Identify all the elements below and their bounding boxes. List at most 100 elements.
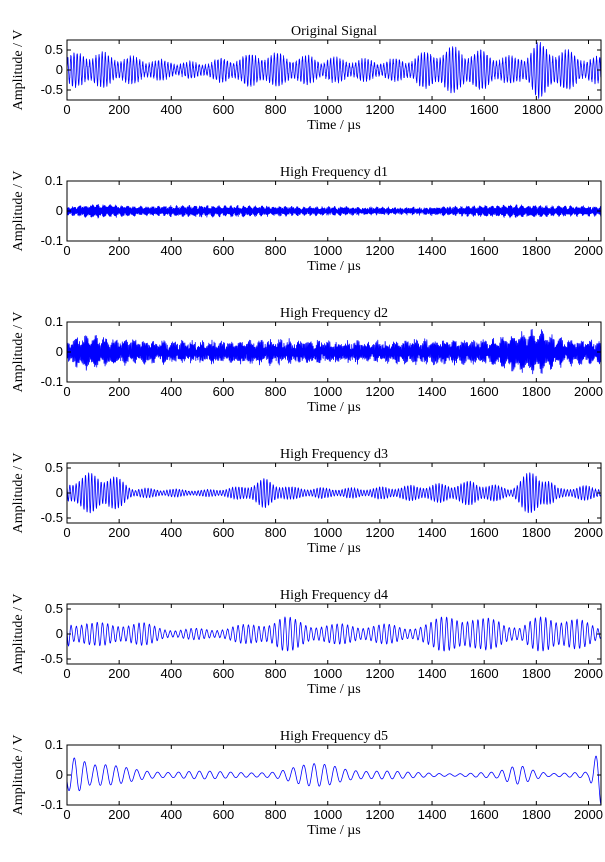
signal-line: [67, 755, 601, 805]
x-tick-label: 1000: [313, 102, 342, 117]
x-tick-label: 600: [213, 384, 235, 399]
x-tick-label: 0: [63, 243, 70, 258]
x-axis-label: Time / µs: [307, 118, 360, 133]
x-axis-label: Time / µs: [307, 259, 360, 274]
y-tick-label: 0.1: [45, 737, 63, 752]
x-tick-label: 1800: [522, 243, 551, 258]
x-tick-label: 1400: [418, 807, 447, 822]
x-tick-label: 400: [160, 525, 182, 540]
x-tick-label: 1600: [470, 807, 499, 822]
x-tick-label: 2000: [574, 666, 603, 681]
x-tick-label: 1200: [365, 807, 394, 822]
x-tick-label: 200: [108, 525, 130, 540]
y-tick-label: -0.1: [41, 797, 63, 812]
x-tick-label: 1400: [418, 102, 447, 117]
x-tick-label: 1200: [365, 102, 394, 117]
x-tick-label: 400: [160, 807, 182, 822]
x-tick-label: 200: [108, 102, 130, 117]
x-tick-label: 1000: [313, 525, 342, 540]
y-axis-label: Amplitude / V: [11, 312, 26, 393]
signal-line: [67, 616, 601, 652]
y-tick-label: 0.5: [45, 601, 63, 616]
signal-line: [67, 204, 601, 219]
y-axis-label: Amplitude / V: [11, 735, 26, 816]
x-tick-label: 1600: [470, 666, 499, 681]
subplot-6: High Frequency d5 0 200 400 600 800 1000 1200 14…: [11, 729, 603, 838]
x-axis-label: Time / µs: [307, 823, 360, 838]
x-tick-label: 800: [265, 666, 287, 681]
y-axis-label: Amplitude / V: [11, 30, 26, 111]
x-axis-label: Time / µs: [307, 400, 360, 415]
x-tick-label: 400: [160, 384, 182, 399]
subplot-title: High Frequency d4: [280, 588, 388, 603]
subplot-title: High Frequency d2: [280, 306, 388, 321]
x-tick-label: 800: [265, 807, 287, 822]
x-tick-label: 0: [63, 525, 70, 540]
subplot-title: High Frequency d1: [280, 165, 388, 180]
x-tick-label: 1400: [418, 243, 447, 258]
x-tick-label: 800: [265, 102, 287, 117]
y-axis-label: Amplitude / V: [11, 171, 26, 252]
x-axis-label: Time / µs: [307, 541, 360, 556]
signal-line: [67, 328, 601, 375]
y-tick-label: 0.5: [45, 460, 63, 475]
x-tick-label: 600: [213, 243, 235, 258]
subplot-title: High Frequency d3: [280, 447, 388, 462]
x-tick-label: 1000: [313, 807, 342, 822]
x-tick-label: 600: [213, 666, 235, 681]
subplot-title: Original Signal: [291, 24, 377, 39]
x-tick-label: 1600: [470, 243, 499, 258]
x-tick-label: 2000: [574, 243, 603, 258]
subplot-5: High Frequency d4 0 200 400 600 800 1000 1200 14…: [11, 588, 603, 697]
subplot-3: High Frequency d2 0 200 400 600 800 1000 1200 14…: [11, 306, 603, 415]
x-tick-label: 200: [108, 243, 130, 258]
x-tick-label: 0: [63, 807, 70, 822]
x-tick-label: 1000: [313, 384, 342, 399]
x-tick-label: 400: [160, 666, 182, 681]
x-tick-label: 1800: [522, 666, 551, 681]
x-tick-label: 1400: [418, 384, 447, 399]
y-tick-label: 0.5: [45, 42, 63, 57]
x-tick-label: 1800: [522, 525, 551, 540]
y-tick-label: 0: [56, 62, 63, 77]
x-tick-label: 1000: [313, 243, 342, 258]
y-tick-label: -0.5: [41, 651, 63, 666]
x-tick-label: 2000: [574, 525, 603, 540]
y-axis-label: Amplitude / V: [11, 594, 26, 675]
y-tick-label: 0: [56, 203, 63, 218]
subplot-title: High Frequency d5: [280, 729, 388, 744]
y-tick-label: -0.5: [41, 510, 63, 525]
signal-line: [67, 42, 601, 99]
x-tick-label: 2000: [574, 807, 603, 822]
x-tick-label: 1200: [365, 666, 394, 681]
x-tick-label: 800: [265, 384, 287, 399]
x-tick-label: 2000: [574, 384, 603, 399]
x-tick-label: 200: [108, 666, 130, 681]
x-tick-label: 1400: [418, 525, 447, 540]
subplot-4: High Frequency d3 0 200 400 600 800 1000 1200 14…: [11, 447, 603, 556]
axes-frame: [66, 744, 602, 806]
x-tick-label: 1200: [365, 384, 394, 399]
x-tick-label: 0: [63, 102, 70, 117]
x-tick-label: 1600: [470, 102, 499, 117]
y-tick-label: 0: [56, 626, 63, 641]
y-axis-label: Amplitude / V: [11, 453, 26, 534]
x-tick-label: 1200: [365, 243, 394, 258]
x-tick-label: 800: [265, 243, 287, 258]
x-tick-label: 1800: [522, 384, 551, 399]
x-tick-label: 0: [63, 666, 70, 681]
x-tick-label: 0: [63, 384, 70, 399]
subplot-1: Original Signal 0 200 400 600 800 1000 1200 1400…: [11, 24, 603, 133]
y-tick-label: 0.1: [45, 314, 63, 329]
x-tick-label: 200: [108, 384, 130, 399]
y-tick-label: 0.1: [45, 173, 63, 188]
y-tick-label: 0: [56, 767, 63, 782]
y-tick-label: -0.5: [41, 82, 63, 97]
x-tick-label: 800: [265, 525, 287, 540]
x-tick-label: 600: [213, 102, 235, 117]
signal-line: [67, 472, 601, 514]
subplot-2: High Frequency d1 0 200 400 600 800 1000 1200 14…: [11, 165, 603, 274]
y-tick-label: -0.1: [41, 233, 63, 248]
x-tick-label: 1200: [365, 525, 394, 540]
